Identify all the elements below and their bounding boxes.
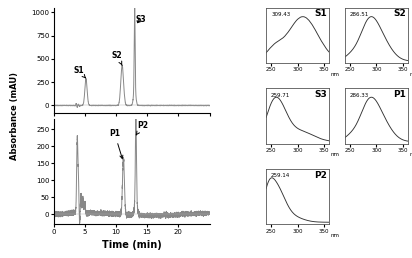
Text: nm: nm (330, 72, 339, 77)
Text: S3: S3 (136, 15, 146, 24)
Text: P2: P2 (314, 171, 327, 180)
Text: S3: S3 (314, 90, 327, 99)
Text: nm: nm (330, 233, 339, 238)
Text: S2: S2 (393, 9, 406, 18)
Text: 286.33: 286.33 (350, 93, 369, 98)
Text: P2: P2 (136, 121, 148, 135)
Text: 309.43: 309.43 (271, 12, 290, 17)
Text: nm: nm (409, 152, 412, 157)
Text: nm: nm (330, 152, 339, 157)
Text: S1: S1 (314, 9, 327, 18)
Text: 259.71: 259.71 (271, 93, 290, 98)
X-axis label: Time (min): Time (min) (102, 240, 162, 250)
Text: nm: nm (409, 72, 412, 77)
Text: P1: P1 (109, 129, 123, 158)
Text: Absorbance (mAU): Absorbance (mAU) (10, 72, 19, 160)
Text: 259.14: 259.14 (271, 173, 290, 178)
Text: S2: S2 (112, 51, 122, 65)
Text: S1: S1 (73, 66, 85, 78)
Text: P1: P1 (393, 90, 406, 99)
Text: 286.51: 286.51 (350, 12, 369, 17)
